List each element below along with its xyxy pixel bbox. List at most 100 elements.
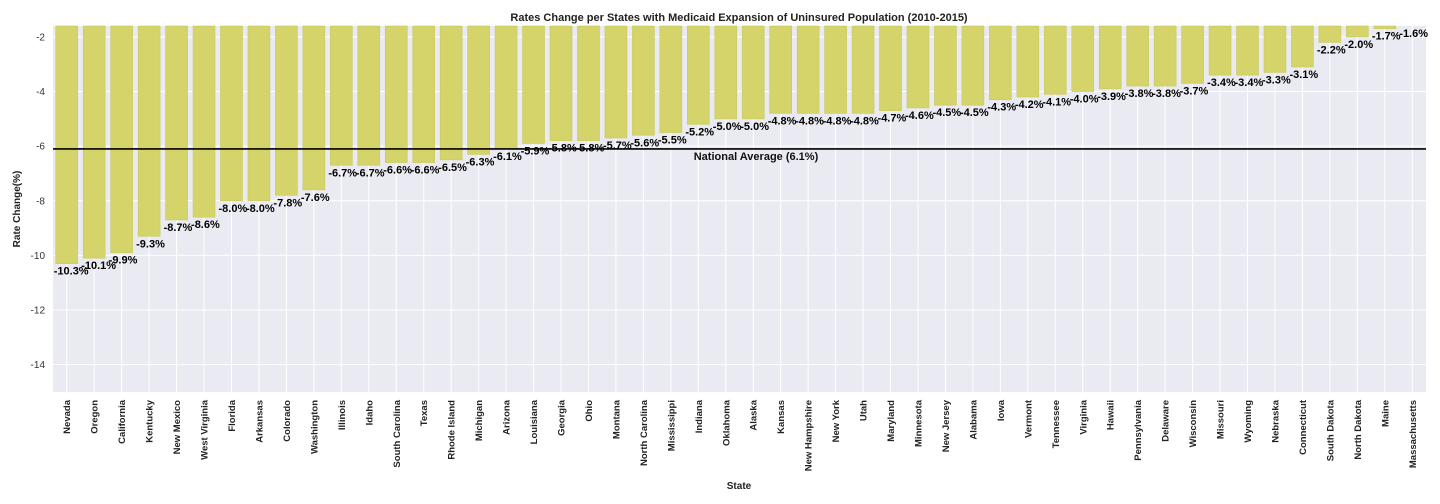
- data-label: -3.1%: [1289, 69, 1318, 81]
- national-average-label: National Average (6.1%): [694, 151, 819, 163]
- data-label: -4.7%: [878, 113, 907, 125]
- bar: [1318, 25, 1342, 43]
- data-label: -4.1%: [1042, 96, 1071, 108]
- bar: [1044, 25, 1067, 95]
- bar: [82, 25, 106, 259]
- x-tick-label: Colorado: [282, 400, 293, 442]
- y-axis-ticks: -2 -4 -6 -8 -10 -12 -14: [31, 32, 46, 371]
- bar: [1373, 25, 1397, 30]
- x-tick-label: Alaska: [749, 399, 760, 430]
- bar: [192, 25, 216, 218]
- data-label: -4.8%: [850, 115, 879, 127]
- data-label: -9.3%: [136, 238, 165, 250]
- bar: [137, 25, 161, 237]
- data-labels: -10.3%-10.1%-9.9% -9.3% -8.7%-8.6% -8.0%-8.…: [54, 28, 1428, 278]
- data-label: -4.3%: [987, 102, 1016, 114]
- data-label: -5.8%: [575, 143, 604, 155]
- bar: [824, 25, 847, 114]
- bar: [412, 25, 435, 163]
- bar: [769, 25, 792, 114]
- data-label: -7.8%: [273, 197, 302, 209]
- bar: [934, 25, 957, 106]
- x-tick-label: Minnesota: [913, 399, 924, 447]
- bar: [1236, 25, 1259, 76]
- data-label: -4.6%: [905, 110, 934, 122]
- y-tick-label: -6: [36, 142, 45, 153]
- x-tick-label: South Dakota: [1325, 399, 1336, 461]
- bar: [1071, 25, 1095, 92]
- data-label: -5.7%: [603, 140, 632, 152]
- data-label: -5.2%: [685, 126, 714, 138]
- bar: [659, 25, 683, 133]
- data-label: -3.4%: [1207, 77, 1236, 89]
- bar: [1016, 25, 1040, 98]
- bar: [302, 25, 326, 191]
- data-label: -3.4%: [1235, 77, 1264, 89]
- data-label: -9.9%: [109, 255, 138, 267]
- x-tick-label: New Mexico: [172, 400, 183, 455]
- data-label: -6.6%: [411, 165, 440, 177]
- x-tick-label: Mississippi: [666, 400, 677, 451]
- y-tick-label: -12: [31, 306, 46, 317]
- bar: [549, 25, 573, 142]
- bar: [961, 25, 985, 106]
- bar: [989, 25, 1012, 101]
- x-tick-label: Rhode Island: [447, 400, 458, 460]
- x-tick-label: Washington: [309, 400, 320, 454]
- x-tick-label: Nebraska: [1270, 399, 1281, 442]
- bar: [357, 25, 381, 166]
- bar: [796, 25, 820, 114]
- bar: [1181, 25, 1204, 84]
- bar: [632, 25, 655, 136]
- x-tick-label: Kansas: [776, 400, 787, 434]
- data-label: -6.5%: [438, 162, 467, 174]
- x-tick-label: Connecticut: [1298, 399, 1309, 455]
- y-axis-label: Rate Change(%): [12, 171, 23, 248]
- bar: [851, 25, 875, 114]
- bar: [330, 25, 353, 166]
- bar: [1126, 25, 1149, 87]
- x-tick-label: New Hampshire: [804, 400, 815, 471]
- bar: [1346, 25, 1369, 38]
- chart-title: Rates Change per States with Medicaid Ex…: [510, 12, 968, 24]
- x-tick-label: Arkansas: [254, 400, 265, 443]
- x-tick-label: Indiana: [694, 399, 705, 433]
- x-tick-label: Massachusetts: [1408, 400, 1419, 468]
- x-tick-label: Tennessee: [1051, 400, 1062, 448]
- bar: [1153, 25, 1177, 87]
- x-tick-label: Georgia: [557, 399, 568, 436]
- data-label: -5.6%: [630, 137, 659, 149]
- x-tick-label: Hawaii: [1106, 400, 1117, 430]
- x-tick-label: Louisiana: [529, 399, 540, 444]
- data-label: -4.5%: [932, 107, 961, 119]
- x-tick-label: Maryland: [886, 400, 897, 442]
- data-label: -5.9%: [521, 145, 550, 157]
- x-tick-label: Ohio: [584, 400, 595, 422]
- x-tick-label: Arizona: [502, 399, 513, 435]
- bar: [220, 25, 243, 202]
- data-label: -4.5%: [960, 107, 989, 119]
- x-tick-label: Vermont: [1023, 399, 1034, 438]
- y-tick-label: -14: [31, 360, 46, 371]
- data-label: -4.2%: [1015, 99, 1044, 111]
- bar: [165, 25, 188, 221]
- bar: [1208, 25, 1232, 76]
- bar: [55, 25, 79, 264]
- bar: [384, 25, 408, 163]
- x-tick-label: Iowa: [996, 399, 1007, 421]
- x-tick-label: California: [117, 399, 128, 444]
- data-label: -8.0%: [219, 203, 248, 215]
- bar: [714, 25, 738, 120]
- data-label: -10.1%: [81, 260, 116, 272]
- data-label: -3.8%: [1125, 88, 1154, 100]
- data-label: -2.2%: [1317, 44, 1346, 56]
- data-label: -1.7%: [1372, 31, 1401, 43]
- data-label: -5.0%: [713, 121, 742, 133]
- y-tick-label: -4: [36, 87, 45, 98]
- data-label: -3.8%: [1152, 88, 1181, 100]
- x-tick-label: Missouri: [1216, 400, 1227, 439]
- data-label: -4.8%: [823, 115, 852, 127]
- data-label: -7.6%: [301, 192, 330, 204]
- data-label: -10.3%: [54, 266, 89, 278]
